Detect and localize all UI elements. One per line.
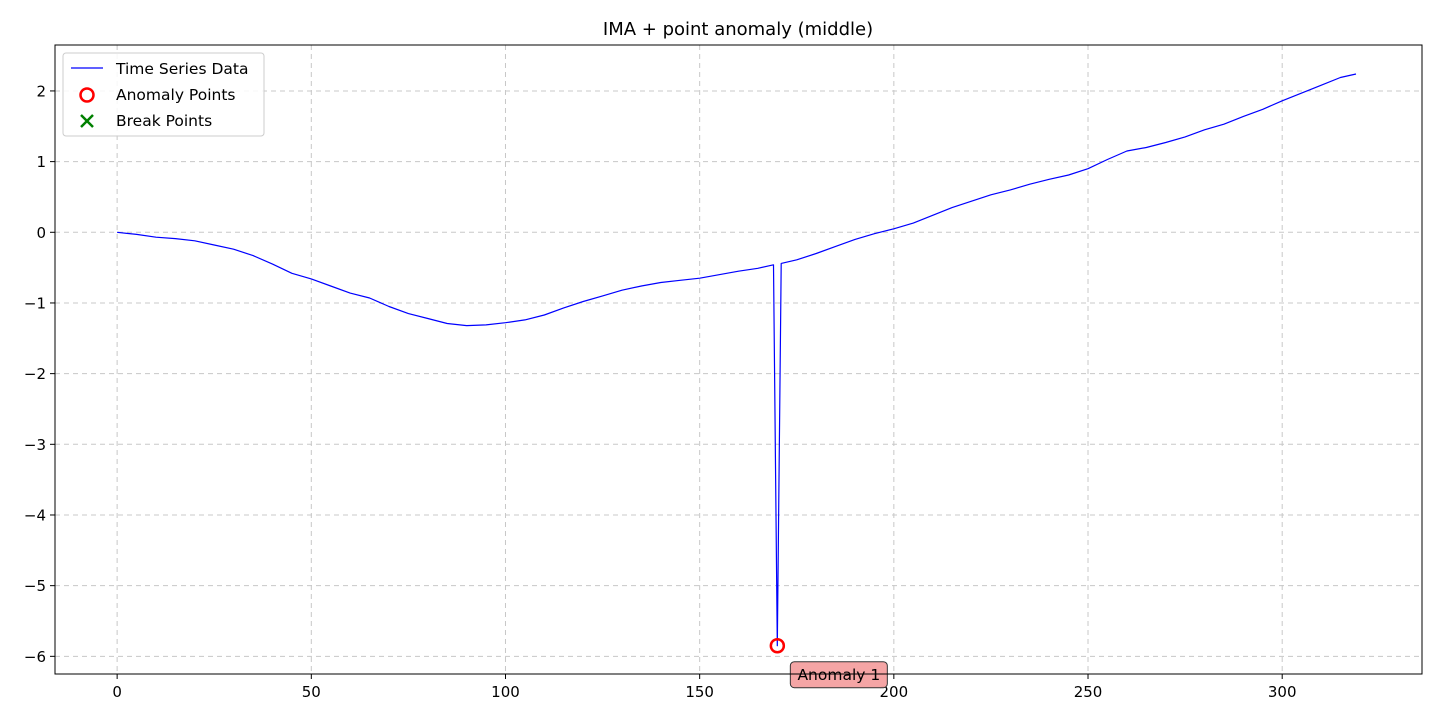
y-tick-label: 2 (36, 82, 46, 100)
x-tick-label: 100 (491, 683, 520, 701)
x-tick-label: 0 (112, 683, 122, 701)
annotations-layer: Anomaly 1 (789, 661, 888, 689)
anomaly-point-marker (769, 637, 786, 654)
x-tick-label: 50 (302, 683, 321, 701)
legend-x-swatch (80, 114, 94, 128)
annotation-box (789, 661, 888, 689)
y-tick-label: −4 (24, 506, 46, 524)
markers-layer (769, 637, 786, 654)
legend-box (62, 52, 265, 137)
legend-label: Time Series Data (115, 60, 248, 78)
series-layer (117, 73, 1357, 647)
y-tick-label: −2 (24, 365, 46, 383)
legend-label: Break Points (116, 112, 212, 130)
legend-circle-swatch (79, 87, 95, 103)
legend: Time Series Data Anomaly Points Break Poin… (62, 52, 265, 137)
legend-label: Anomaly Points (116, 86, 235, 104)
axes: 0 50 100 150 200 250 300 2 1 0 −1 −2 −3 −4 −5 −6 (24, 82, 1297, 701)
legend-x-stroke (80, 114, 94, 128)
annotation-label: Anomaly 1 (797, 666, 880, 684)
grid-lines (55, 45, 1422, 674)
plot-frame (54, 44, 1423, 675)
chart-title: IMA + point anomaly (middle) (603, 19, 873, 40)
y-tick-label: −3 (24, 436, 46, 454)
y-tick-label: 0 (36, 224, 46, 242)
x-tick-label: 200 (880, 683, 909, 701)
x-tick-label: 250 (1074, 683, 1103, 701)
x-tick-label: 150 (685, 683, 714, 701)
series-line-0 (117, 73, 1357, 647)
y-tick-label: 1 (36, 153, 46, 171)
y-tick-label: −1 (24, 294, 46, 312)
x-tick-label: 300 (1268, 683, 1297, 701)
y-tick-label: −5 (24, 577, 46, 595)
y-tick-label: −6 (24, 648, 46, 666)
